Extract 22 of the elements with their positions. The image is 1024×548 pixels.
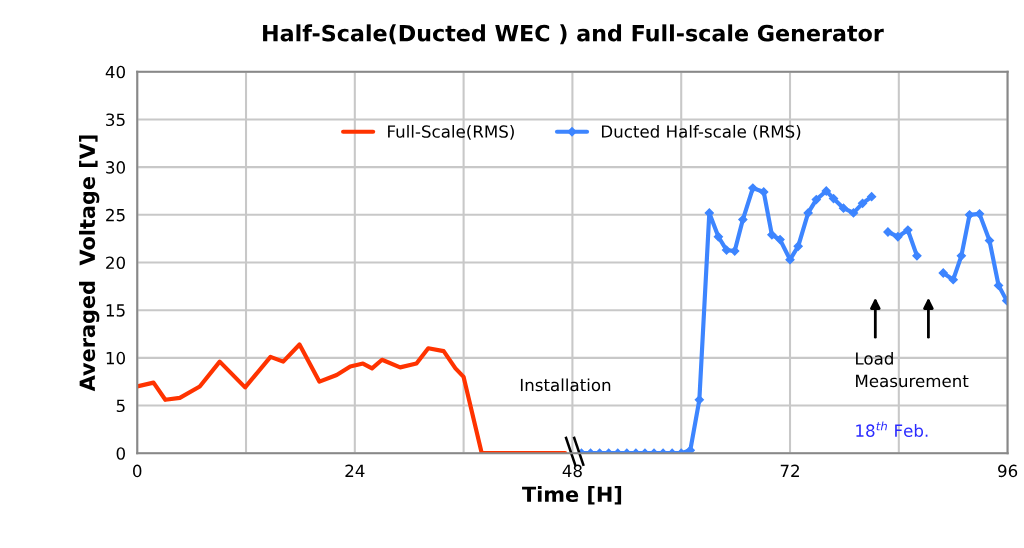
legend-label: Full-Scale(RMS) <box>388 124 514 140</box>
y-tick-label: 20 <box>106 256 125 270</box>
x-tick-label: 24 <box>345 464 365 477</box>
y-axis-title: Averaged Voltage [V] <box>79 135 100 392</box>
y-tick-label: 35 <box>106 113 125 127</box>
y-tick-label: 15 <box>106 304 125 317</box>
y-tick-label: 30 <box>106 161 125 174</box>
annotation: Load Measurement <box>856 351 969 388</box>
x-axis-title: Time [H] <box>522 485 622 505</box>
y-tick-label: 0 <box>116 447 125 460</box>
x-tick-label: 48 <box>562 464 582 478</box>
legend-label: Ducted Half-scale (RMS) <box>601 124 801 140</box>
x-tick-label: 96 <box>998 464 1018 478</box>
annotation: Installation <box>520 378 611 392</box>
annotation: 18$^{th}$ Feb. <box>856 421 928 437</box>
y-tick-label: 25 <box>106 208 125 222</box>
x-tick-label: 0 <box>133 464 142 478</box>
y-tick-label: 40 <box>105 65 125 79</box>
chart-title: Half-Scale(Ducted WEC ) and Full-scale Generator <box>263 24 884 45</box>
y-tick-label: 10 <box>106 351 125 365</box>
y-tick-label: 5 <box>116 399 125 413</box>
x-tick-label: 72 <box>780 464 799 477</box>
